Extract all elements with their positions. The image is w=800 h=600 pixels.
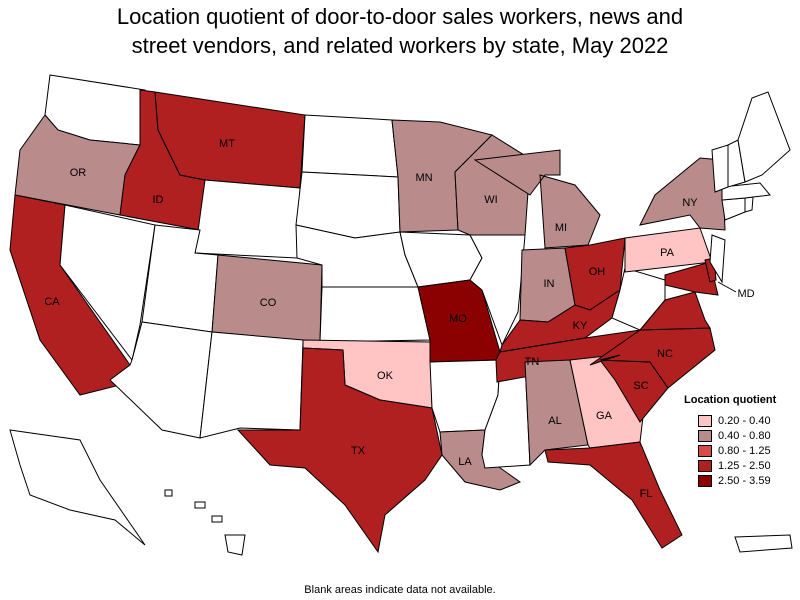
state-label-in: IN xyxy=(544,278,555,290)
map-title: Location quotient of door-to-door sales … xyxy=(0,2,800,60)
state-ks xyxy=(319,286,431,343)
state-ny xyxy=(639,157,726,231)
state-label-fl: FL xyxy=(640,488,653,500)
state-label-wi: WI xyxy=(484,194,497,206)
legend-label-2: 0.40 - 0.80 xyxy=(718,429,771,442)
title-line-1: Location quotient of door-to-door sales … xyxy=(116,4,684,29)
state-label-ga: GA xyxy=(596,410,613,422)
state-ma xyxy=(721,182,771,201)
legend-swatch-5 xyxy=(698,474,712,487)
state-wy xyxy=(194,179,301,259)
state-pr xyxy=(734,534,793,553)
legend-label-5: 2.50 - 3.59 xyxy=(718,474,771,487)
state-label-tn: TN xyxy=(525,356,540,368)
state-label-al: AL xyxy=(548,415,561,427)
legend-item-5: 2.50 - 3.59 xyxy=(684,473,796,488)
state-nj xyxy=(709,234,726,284)
state-ak xyxy=(9,429,146,546)
state-al xyxy=(524,359,589,467)
state-label-ny: NY xyxy=(682,197,698,209)
state-label-nc: NC xyxy=(657,348,673,360)
legend-item-2: 0.40 - 0.80 xyxy=(684,428,796,443)
state-label-ky: KY xyxy=(573,320,588,332)
state-label-ok: OK xyxy=(377,370,394,382)
state-label-id: ID xyxy=(153,194,164,206)
state-label-mn: MN xyxy=(415,172,432,184)
state-nm xyxy=(199,331,304,439)
state-label-co: CO xyxy=(260,297,277,309)
legend-label-3: 0.80 - 1.25 xyxy=(718,444,771,457)
state-hi xyxy=(164,489,246,556)
title-line-2: street vendors, and related workers by s… xyxy=(131,33,669,58)
state-nd xyxy=(301,114,399,178)
legend-label-1: 0.20 - 0.40 xyxy=(718,414,771,427)
state-label-pa: PA xyxy=(660,247,675,259)
legend: Location quotient 0.20 - 0.40 0.40 - 0.8… xyxy=(684,394,796,488)
legend-swatch-1 xyxy=(698,414,712,427)
state-label-la: LA xyxy=(458,456,472,468)
state-ri xyxy=(744,196,754,213)
legend-item-3: 0.80 - 1.25 xyxy=(684,443,796,458)
footnote: Blank areas indicate data not available. xyxy=(304,584,496,596)
state-label-mo: MO xyxy=(449,313,467,325)
state-label-md: MD xyxy=(737,288,754,300)
state-nv xyxy=(59,204,156,362)
legend-item-1: 0.20 - 0.40 xyxy=(684,413,796,428)
legend-title: Location quotient xyxy=(684,394,777,406)
legend-swatch-3 xyxy=(698,444,712,457)
legend-swatch-2 xyxy=(698,429,712,442)
legend-label-4: 1.25 - 2.50 xyxy=(718,459,771,472)
state-fl xyxy=(544,441,683,549)
state-label-sc: SC xyxy=(633,380,648,392)
state-mi xyxy=(473,149,601,249)
state-label-or: OR xyxy=(70,167,87,179)
state-label-mt: MT xyxy=(219,138,235,150)
state-tx xyxy=(236,347,443,554)
state-me xyxy=(737,91,791,183)
state-vt xyxy=(711,144,729,193)
legend-swatch-4 xyxy=(698,459,712,472)
state-label-tx: TX xyxy=(351,445,366,457)
state-label-mi: MI xyxy=(555,222,567,234)
state-md xyxy=(664,261,719,296)
state-ct xyxy=(721,197,746,221)
legend-item-4: 1.25 - 2.50 xyxy=(684,458,796,473)
leader-line-md xyxy=(717,281,737,293)
state-label-oh: OH xyxy=(589,266,606,278)
state-label-ca: CA xyxy=(44,296,60,308)
